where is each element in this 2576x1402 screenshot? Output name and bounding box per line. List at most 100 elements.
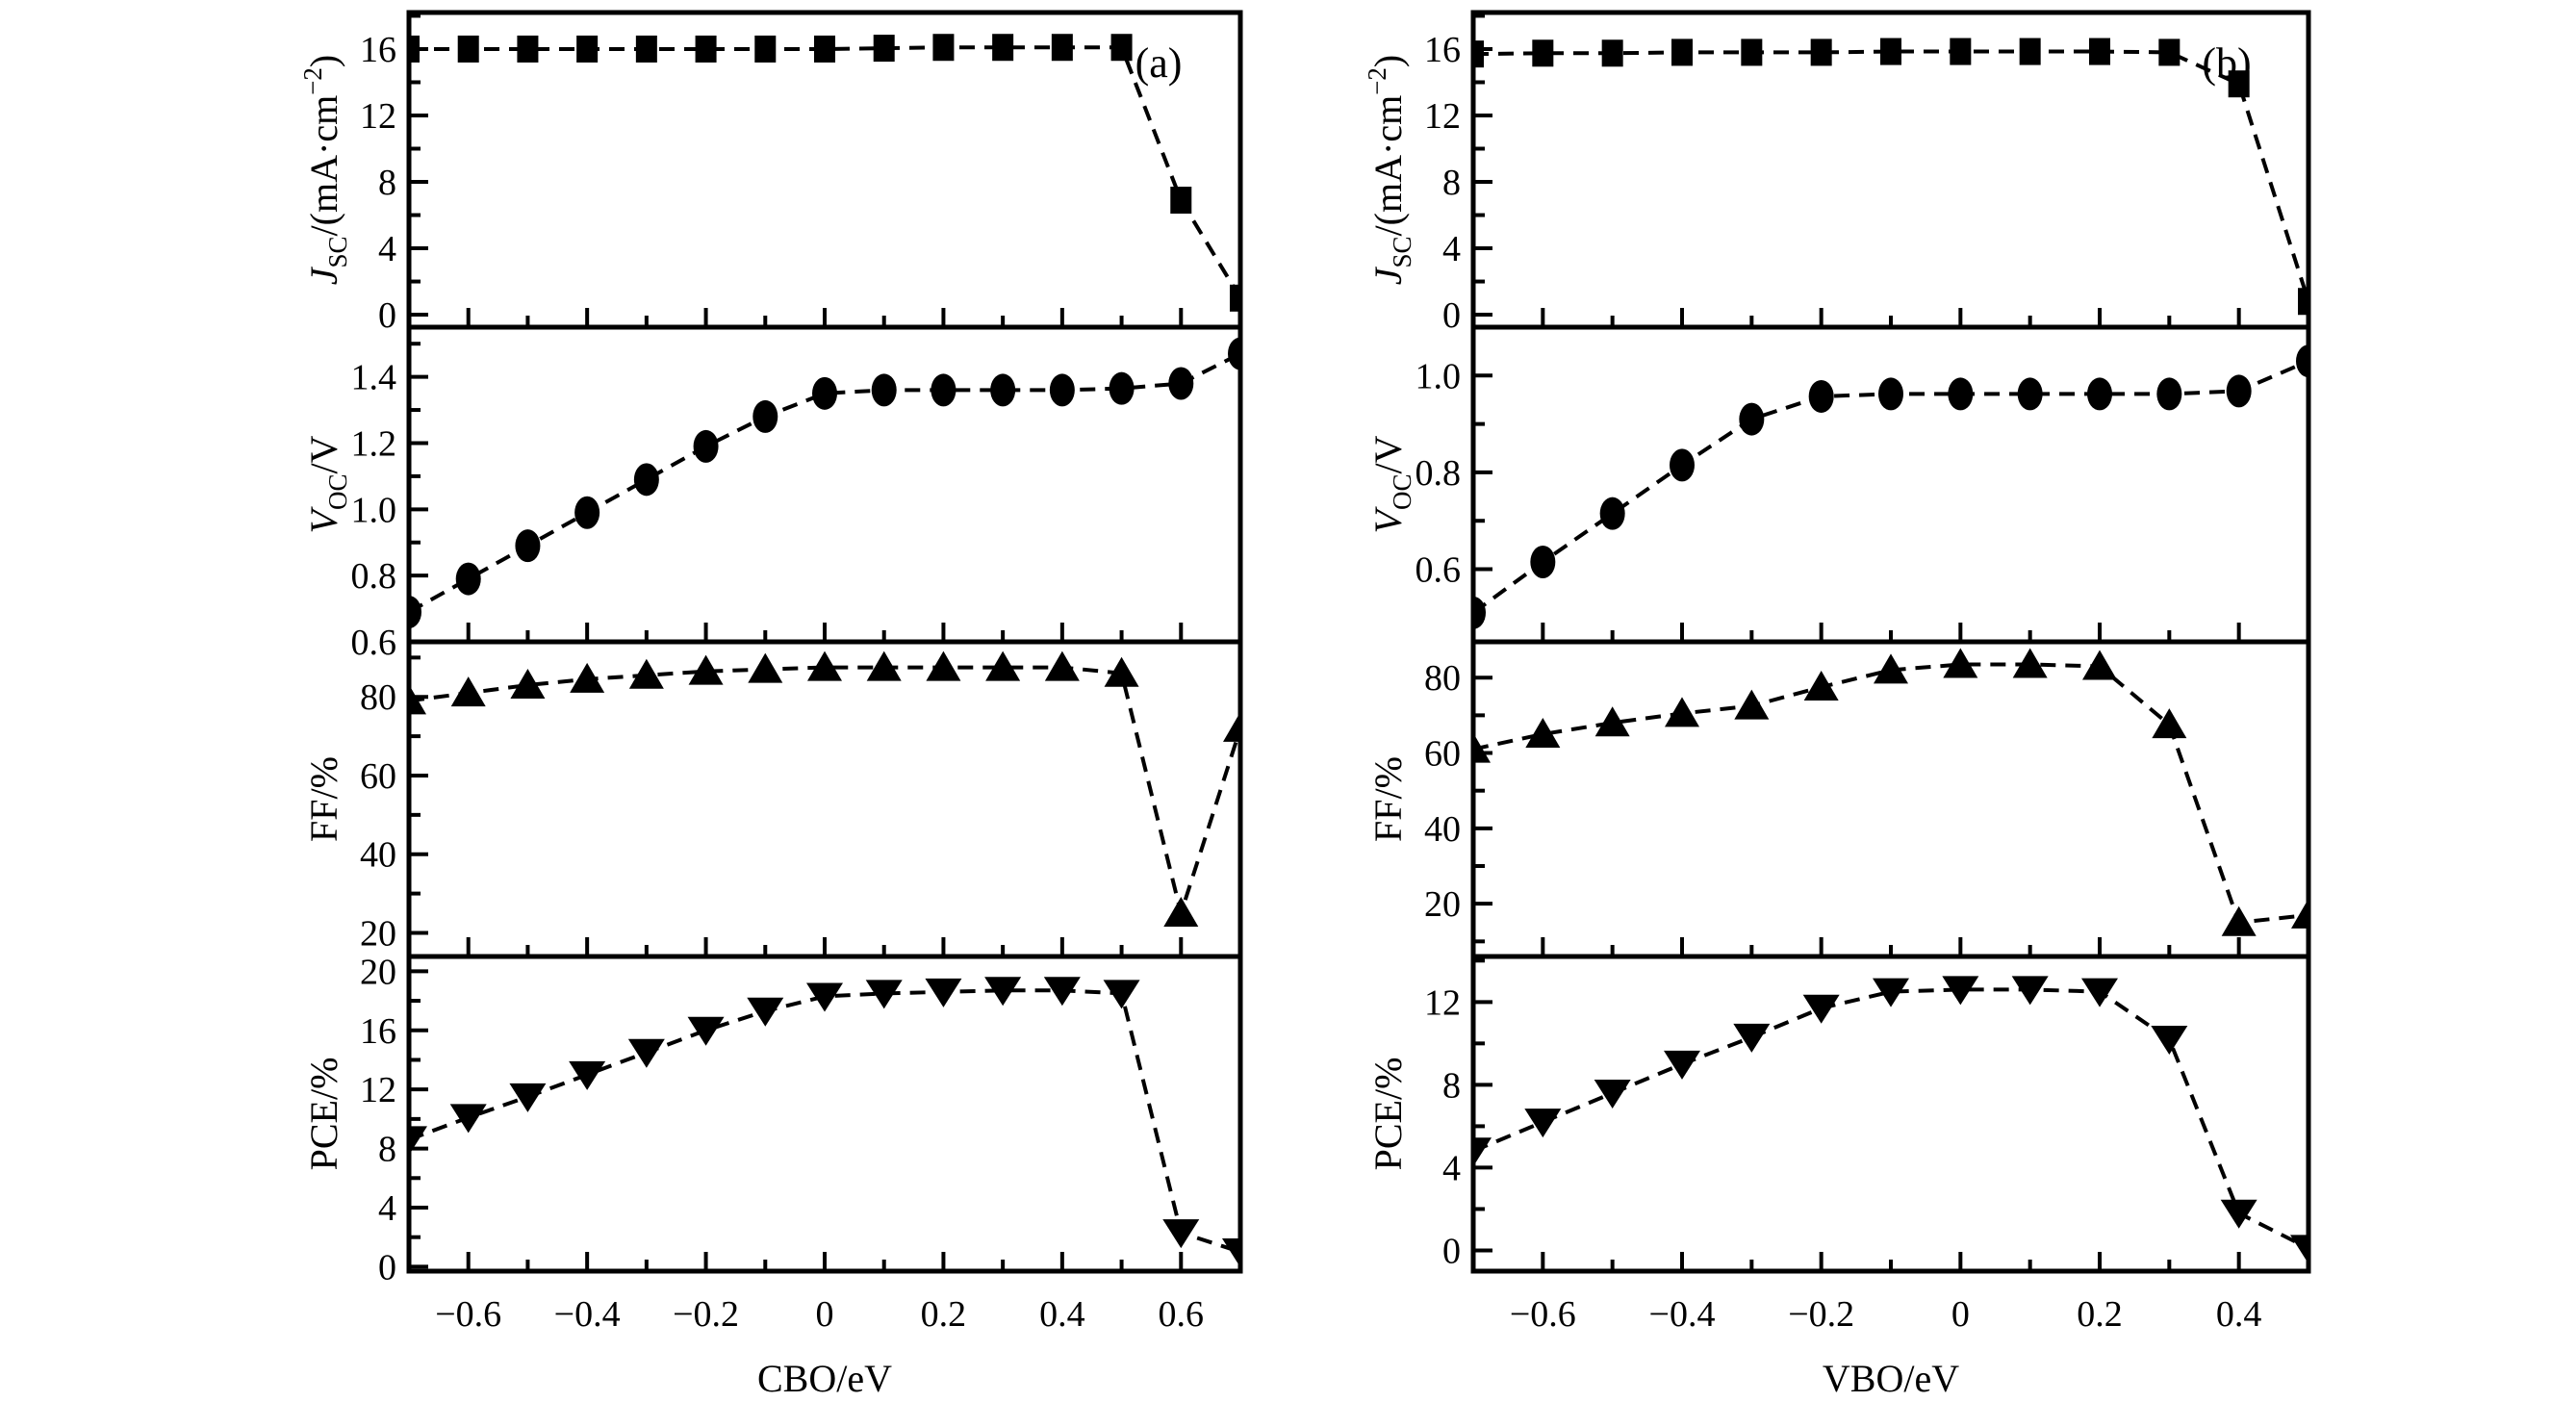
data-point-circle: [1739, 402, 1765, 436]
data-point-square: [992, 34, 1014, 62]
data-point-square: [2019, 38, 2041, 65]
y-tick-label: 12: [1424, 982, 1461, 1023]
data-point-triangle-down: [1664, 1050, 1700, 1080]
data-point-square: [517, 35, 539, 63]
data-point-triangle-up: [688, 654, 724, 685]
ylabel-pce: PCE/%: [302, 1058, 345, 1171]
y-tick-label: 80: [1424, 658, 1461, 699]
data-point-triangle-up: [1473, 732, 1491, 763]
data-point-square: [576, 35, 599, 63]
data-point-triangle-up: [1044, 650, 1080, 681]
data-point-circle: [1878, 377, 1903, 411]
ylabel-jsc: JSC/(mA·cm−2): [1363, 55, 1416, 285]
data-point-circle: [2087, 377, 2112, 411]
panel-label-b: (b): [2202, 39, 2251, 87]
data-point-circle: [1109, 371, 1135, 405]
data-point-triangle-down: [687, 1016, 725, 1046]
data-point-triangle-up: [926, 650, 961, 681]
data-point-circle: [409, 596, 421, 629]
y-tick-label: 16: [360, 30, 396, 70]
data-point-triangle-up: [1665, 697, 1699, 727]
data-point-triangle-down: [1802, 994, 1840, 1024]
data-point-circle: [2156, 377, 2182, 411]
x-tick-label: −0.2: [673, 1294, 739, 1335]
series-line: [409, 351, 1240, 614]
x-tick-label: −0.4: [1649, 1294, 1716, 1335]
y-tick-label: 40: [1424, 809, 1461, 850]
panel-a-pce: 0 4 8 12 16 20 PCE/% −0.6 −0.4 −0.2 0 0.2 0.4 0.6 CBO/…: [302, 952, 1243, 1400]
data-point-triangle-up: [1525, 717, 1561, 748]
data-point-circle: [871, 373, 897, 407]
data-point-square: [932, 34, 955, 62]
y-tick-label: 16: [360, 1011, 396, 1052]
data-point-triangle-up: [2152, 708, 2187, 739]
data-point-triangle-up: [1223, 711, 1240, 742]
data-point-square: [1051, 34, 1073, 62]
data-point-triangle-down: [2081, 978, 2118, 1007]
data-point-triangle-up: [628, 658, 664, 689]
data-point-circle: [812, 376, 837, 410]
series-a-pce: [409, 977, 1240, 1268]
data-point-square: [1230, 284, 1240, 312]
data-point-triangle-up: [2082, 650, 2117, 680]
y-tick-label: 20: [1424, 884, 1461, 925]
data-point-circle: [1473, 596, 1486, 629]
data-point-square: [457, 35, 479, 63]
data-point-triangle-down: [1942, 976, 1979, 1006]
data-point-triangle-up: [1163, 897, 1199, 928]
data-point-circle: [1670, 448, 1695, 482]
data-point-square: [2298, 288, 2308, 316]
data-point-square: [2158, 38, 2181, 66]
data-point-triangle-down: [984, 977, 1022, 1007]
data-point-circle: [1049, 373, 1075, 407]
xlabel-b: VBO/eV: [1823, 1357, 1959, 1400]
data-point-square: [1601, 39, 1623, 67]
x-tick-label: −0.6: [435, 1294, 501, 1335]
y-tick-label: 60: [1424, 734, 1461, 775]
series-b-jsc: [1473, 38, 2308, 316]
data-point-triangle-down: [2220, 1199, 2257, 1229]
y-tick-label: 20: [360, 952, 396, 992]
data-point-square: [409, 35, 420, 63]
x-tick-label: 0: [816, 1294, 834, 1335]
data-point-circle: [1948, 377, 1974, 411]
data-point-square: [2089, 38, 2110, 65]
y-tick-label: 0.6: [1416, 550, 1462, 591]
y-tick-label: 4: [1442, 229, 1461, 269]
data-point-circle: [990, 373, 1016, 407]
data-point-triangle-down: [2290, 1235, 2308, 1264]
plot-border: [1470, 324, 2311, 645]
ylabel-ff: FF/%: [1366, 756, 1410, 842]
data-point-triangle-up: [2012, 648, 2048, 678]
x-tick-label: 0.4: [1039, 1294, 1085, 1335]
data-point-square: [1170, 186, 1192, 214]
data-point-square: [1532, 39, 1554, 67]
series-b-ff: [1473, 648, 2308, 936]
x-tick-label: 0.6: [1159, 1294, 1205, 1335]
data-point-triangle-down: [747, 997, 784, 1027]
data-point-circle: [574, 496, 600, 529]
data-point-circle: [931, 373, 956, 407]
y-tick-label: 16: [1424, 30, 1461, 70]
data-point-triangle-down: [806, 982, 843, 1012]
y-tick-label: 1.0: [351, 490, 397, 530]
panel-b-ff: 20 40 60 80 FF/%: [1366, 639, 2311, 959]
series-a-ff: [409, 650, 1240, 928]
data-point-circle: [752, 399, 778, 433]
data-point-triangle-up: [409, 684, 426, 715]
y-tick-label: 12: [1424, 96, 1461, 137]
data-point-square: [1671, 38, 1693, 66]
data-point-square: [1473, 40, 1484, 68]
series-b-voc: [1473, 344, 2308, 629]
ylabel-pce: PCE/%: [1366, 1058, 1410, 1171]
data-point-triangle-up: [1874, 653, 1908, 684]
data-point-triangle-down: [2151, 1026, 2188, 1056]
y-tick-label: 1.0: [1416, 356, 1462, 396]
data-point-circle: [2296, 344, 2308, 378]
series-b-pce: [1473, 976, 2308, 1264]
data-point-triangle-up: [2221, 905, 2257, 936]
data-point-triangle-down: [1733, 1023, 1771, 1053]
panel-a-ff: 20 40 60 80 FF/%: [302, 639, 1243, 959]
data-point-circle: [1530, 545, 1556, 578]
